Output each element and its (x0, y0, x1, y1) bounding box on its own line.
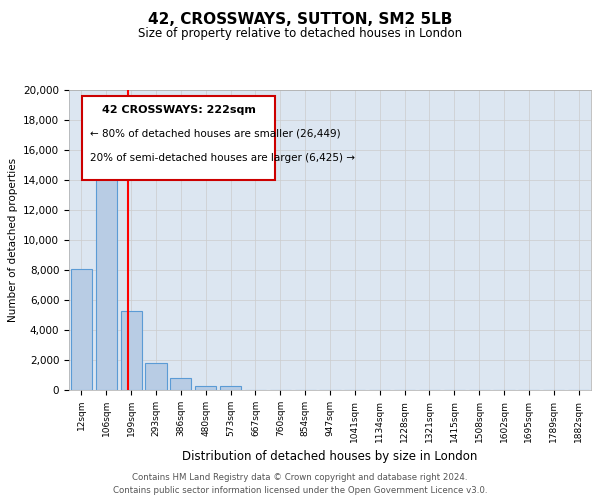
Text: ← 80% of detached houses are smaller (26,449): ← 80% of detached houses are smaller (26… (90, 129, 341, 139)
Text: Size of property relative to detached houses in London: Size of property relative to detached ho… (138, 28, 462, 40)
Bar (220, 386, 241, 390)
Bar (195, 386, 216, 390)
Y-axis label: Number of detached properties: Number of detached properties (8, 158, 17, 322)
Bar (121, 310, 142, 390)
Text: 42, CROSSWAYS, SUTTON, SM2 5LB: 42, CROSSWAYS, SUTTON, SM2 5LB (148, 12, 452, 28)
Bar (71, 268, 92, 390)
Text: Contains public sector information licensed under the Open Government Licence v3: Contains public sector information licen… (113, 486, 487, 495)
Bar (145, 363, 167, 390)
Text: 20% of semi-detached houses are larger (6,425) →: 20% of semi-detached houses are larger (… (90, 153, 355, 163)
X-axis label: Distribution of detached houses by size in London: Distribution of detached houses by size … (182, 450, 478, 463)
Bar (170, 378, 191, 390)
FancyBboxPatch shape (82, 96, 275, 180)
Bar (96, 141, 117, 390)
Text: 42 CROSSWAYS: 222sqm: 42 CROSSWAYS: 222sqm (101, 105, 256, 115)
Text: Contains HM Land Registry data © Crown copyright and database right 2024.: Contains HM Land Registry data © Crown c… (132, 472, 468, 482)
